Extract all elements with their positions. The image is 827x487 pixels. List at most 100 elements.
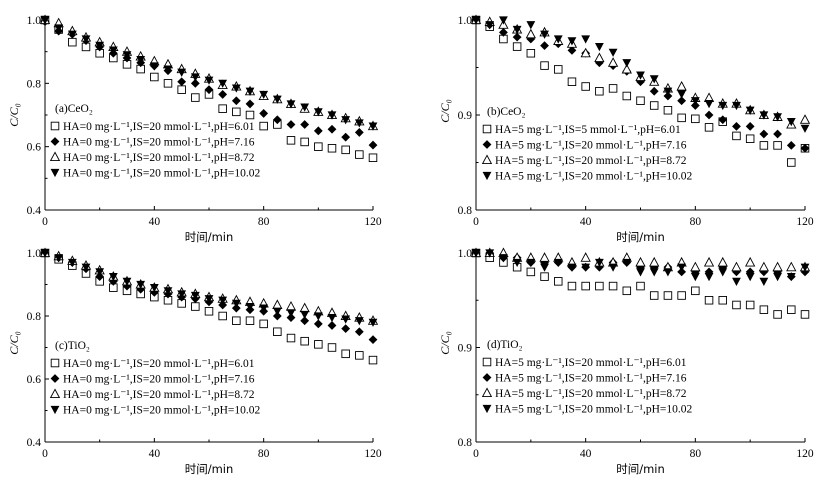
data-point [663, 291, 673, 300]
data-point [690, 261, 701, 272]
data-point [259, 319, 268, 329]
data-point [704, 100, 714, 109]
data-point [677, 96, 687, 106]
x-tick-label: 0 [42, 216, 48, 228]
data-point [368, 318, 378, 327]
data-point [745, 256, 756, 267]
data-point [54, 254, 64, 263]
x-tick-label: 120 [796, 216, 814, 228]
data-point [786, 261, 797, 272]
data-point [704, 110, 714, 120]
data-point [68, 37, 77, 47]
legend-marker [49, 151, 61, 162]
legend-marker [50, 374, 60, 383]
data-point [540, 41, 549, 51]
data-point [773, 113, 782, 122]
data-point [286, 136, 296, 145]
legend-marker [482, 171, 492, 181]
data-point [732, 300, 741, 310]
data-point [649, 291, 659, 300]
series-1 [40, 248, 378, 365]
data-point [745, 106, 755, 115]
data-point [163, 65, 173, 74]
legend-marker [482, 140, 492, 149]
x-tick-label: 120 [364, 448, 382, 460]
x-axis-title: 时间/min [616, 462, 665, 476]
data-point [758, 261, 770, 272]
data-point [149, 62, 159, 71]
data-point [512, 32, 522, 42]
y-axis-title: C/C₀ [438, 99, 452, 123]
data-point [622, 91, 632, 101]
data-point [300, 336, 309, 346]
legend-entry: HA=0 mg·L⁻¹,IS=20 mmol·L⁻¹,pH=8.72 [63, 389, 255, 401]
data-point [204, 295, 214, 304]
data-point [622, 59, 632, 68]
data-point [191, 93, 200, 102]
data-point [718, 101, 728, 111]
x-tick-label: 40 [580, 448, 592, 460]
legend-entry: HA=5 mg·L⁻¹,IS=20 mmol·L⁻¹,pH=10.02 [495, 171, 692, 183]
data-point [272, 115, 282, 125]
data-point [540, 30, 549, 39]
data-point [745, 273, 755, 282]
data-point [177, 68, 187, 77]
data-point [800, 124, 810, 133]
data-point [553, 258, 563, 268]
data-point [259, 109, 269, 118]
legend: HA=0 mg·L⁻¹,IS=20 mmol·L⁻¹,pH=6.01 HA=0 m… [49, 121, 260, 180]
data-point [204, 307, 214, 316]
series-1 [40, 15, 378, 162]
data-point [622, 258, 632, 268]
legend-entry: HA=5 mg·L⁻¹,IS=20 mmol·L⁻¹,pH=8.72 [495, 388, 687, 400]
data-point [608, 48, 618, 57]
legend-marker [482, 404, 492, 414]
data-point [313, 312, 323, 321]
data-point [540, 263, 549, 272]
data-point [355, 351, 364, 360]
legend-marker [481, 154, 493, 165]
data-point [368, 122, 378, 131]
data-point [595, 281, 604, 291]
data-point [286, 120, 296, 129]
data-point [300, 137, 309, 147]
data-point [368, 335, 378, 345]
series-4 [471, 16, 810, 133]
data-point [677, 113, 686, 123]
data-point [341, 349, 350, 359]
data-point [787, 158, 796, 167]
data-point [676, 80, 687, 91]
data-point [136, 55, 146, 65]
data-point [40, 249, 50, 258]
data-point [122, 277, 132, 286]
legend-marker [49, 388, 61, 399]
data-point [177, 85, 186, 94]
y-tick-label: 0.9 [458, 110, 473, 122]
data-point [231, 299, 241, 308]
data-point [718, 268, 728, 277]
data-point [580, 47, 591, 58]
legend-entry: HA=5 mg·L⁻¹,IS=20 mmol·L⁻¹,pH=7.16 [495, 373, 687, 385]
data-point [567, 37, 577, 46]
data-point [299, 302, 310, 313]
data-point [190, 78, 200, 88]
data-point [636, 281, 645, 291]
data-point [354, 128, 364, 137]
data-point [649, 256, 660, 267]
data-point [232, 316, 241, 325]
data-point [732, 122, 741, 131]
data-point [108, 273, 118, 282]
legend-entry: HA=5 mg·L⁻¹,IS=20 mmol·L⁻¹,pH=8.72 [495, 155, 687, 167]
y-axis-title: C/C₀ [7, 331, 21, 355]
data-point [512, 42, 522, 51]
data-point [204, 85, 214, 95]
data-point [245, 99, 255, 109]
data-point [81, 263, 91, 272]
data-point [272, 299, 283, 310]
y-axis-title: C/C₀ [7, 103, 21, 127]
data-point [313, 319, 323, 329]
data-point [40, 16, 50, 25]
data-point [704, 296, 714, 305]
data-point [786, 141, 796, 150]
data-point [300, 316, 310, 326]
